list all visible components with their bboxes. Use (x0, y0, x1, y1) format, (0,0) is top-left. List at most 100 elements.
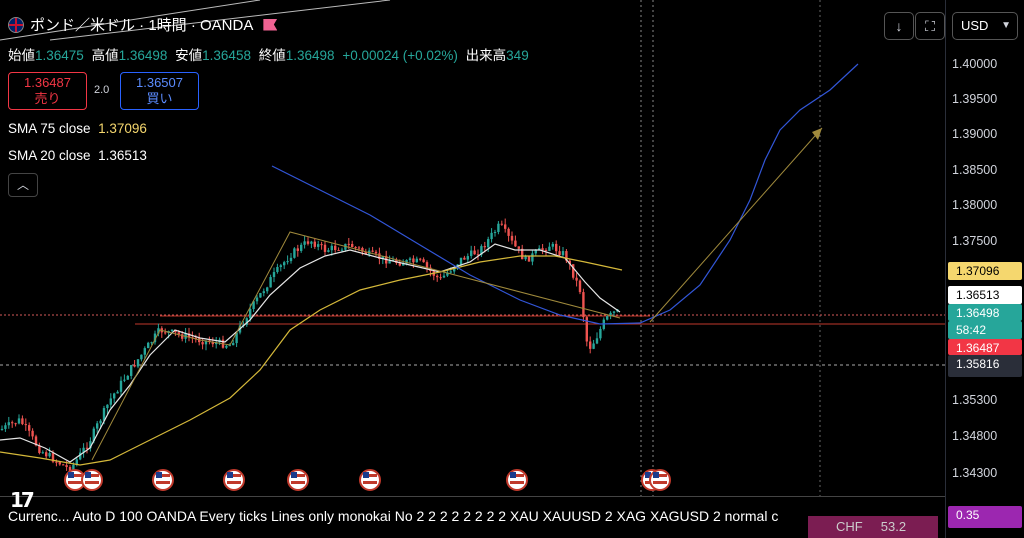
flag-stripe (85, 474, 99, 477)
candle-body (592, 343, 595, 349)
symbol-legend[interactable]: ポンド／米ドル · 1時間 · OANDA (8, 14, 278, 35)
candle-body (487, 239, 490, 248)
candle-body (572, 264, 575, 278)
buy-button[interactable]: 1.36507 買い (120, 72, 199, 110)
flag-stripe (291, 481, 305, 484)
tradingview-logo[interactable]: 17 (10, 488, 35, 512)
candle-body (422, 259, 425, 263)
candle-body (453, 267, 456, 272)
candle-body (126, 375, 129, 380)
sma75-label: SMA 75 close (8, 121, 91, 136)
sma20-value: 1.36513 (98, 148, 147, 163)
candle-body (187, 333, 191, 338)
flag-stripe (291, 474, 305, 477)
candle-body (582, 292, 585, 318)
candle-body (116, 391, 119, 394)
price-label: 1.35816 (948, 355, 1022, 377)
candle-body (568, 260, 571, 265)
candle-body (249, 309, 252, 319)
currency-value: USD (961, 18, 989, 33)
candle-body (272, 272, 276, 278)
candle-body (245, 318, 248, 325)
candle-body (296, 248, 299, 251)
candle-body (140, 354, 143, 360)
candle-body (330, 245, 333, 251)
candle-body (113, 393, 116, 399)
candle-body (589, 341, 592, 349)
high-value: 1.36498 (118, 48, 168, 63)
sma20-legend[interactable]: SMA 20 close 1.36513 (8, 148, 147, 163)
candle-body (514, 240, 517, 247)
candle-body (419, 258, 422, 260)
candle-body (436, 275, 439, 278)
candle-body (531, 253, 534, 262)
flag-stripe (363, 474, 377, 477)
projection-line (649, 127, 823, 323)
candle-body (106, 404, 109, 409)
trend-line (91, 231, 621, 461)
flag-stripe (156, 474, 170, 477)
flag-marker-icon[interactable] (263, 18, 278, 31)
candle-body (34, 436, 38, 446)
candle-body (310, 241, 313, 244)
collapse-legend-button[interactable]: ︿ (8, 173, 38, 197)
drawing-line (0, 0, 261, 41)
candle-body (544, 249, 548, 251)
symbol-title: ポンド／米ドル · 1時間 · OANDA (30, 17, 254, 34)
flag-stripe (68, 474, 82, 477)
candle-body (609, 312, 612, 317)
flag-stripe (227, 481, 241, 484)
candle-body (85, 447, 89, 449)
candle-body (28, 425, 31, 431)
candle-body (21, 418, 24, 425)
candle-body (565, 251, 568, 261)
price-axis[interactable]: 1.40000 1.39500 1.39000 1.38500 1.38000 1.375… (945, 0, 1024, 538)
candle-body (62, 464, 65, 466)
candle-body (119, 380, 123, 392)
candle-body (463, 257, 466, 260)
fullscreen-button[interactable]: ⛶ (915, 12, 945, 40)
candle-body (493, 231, 497, 233)
sell-label: 売り (34, 91, 61, 106)
price-label: 1.36513 (948, 286, 1022, 304)
candle-body (133, 365, 136, 367)
flag-stripe (227, 474, 241, 477)
sell-button[interactable]: 1.36487 売り (8, 72, 87, 110)
status-bar (0, 496, 945, 538)
candle-body (300, 244, 303, 251)
flag-canton (227, 472, 233, 478)
indicator-status-text: Currenc... Auto D 100 OANDA Every ticks … (8, 508, 779, 524)
candle-body (354, 247, 357, 249)
fullscreen-icon: ⛶ (925, 18, 935, 34)
price-tick: 1.34800 (952, 429, 998, 443)
low-value: 1.36458 (202, 48, 251, 63)
candle-body (4, 425, 7, 429)
candle-body (174, 329, 177, 333)
candle-body (388, 261, 391, 264)
candle-body (225, 345, 228, 348)
candle-body (449, 271, 452, 273)
candle-body (313, 241, 316, 247)
candle-body (347, 243, 350, 245)
sma75-legend[interactable]: SMA 75 close 1.37096 (8, 121, 147, 136)
flag-stripe (653, 481, 667, 484)
candle-body (279, 265, 282, 267)
currency-select[interactable]: USD ▼ (952, 12, 1018, 40)
flag-canton (291, 472, 297, 478)
flag-canton (85, 472, 91, 478)
candle-body (255, 297, 259, 302)
drawing-line (49, 0, 391, 41)
candle-body (38, 445, 41, 453)
price-tick: 1.37500 (952, 234, 998, 248)
forecast-curve (271, 63, 859, 325)
candle-body (337, 249, 340, 251)
sma75-line (0, 255, 623, 466)
volume-value: 349 (506, 48, 529, 63)
projection-arrowhead (812, 128, 822, 140)
price-chart[interactable] (0, 0, 945, 538)
flag-stripe (156, 481, 170, 484)
download-button[interactable]: ↓ (884, 12, 914, 40)
chf-panel[interactable]: CHF 53.2 (808, 516, 938, 538)
uk-flag-icon (8, 16, 24, 33)
close-value: 1.36498 (285, 48, 335, 63)
